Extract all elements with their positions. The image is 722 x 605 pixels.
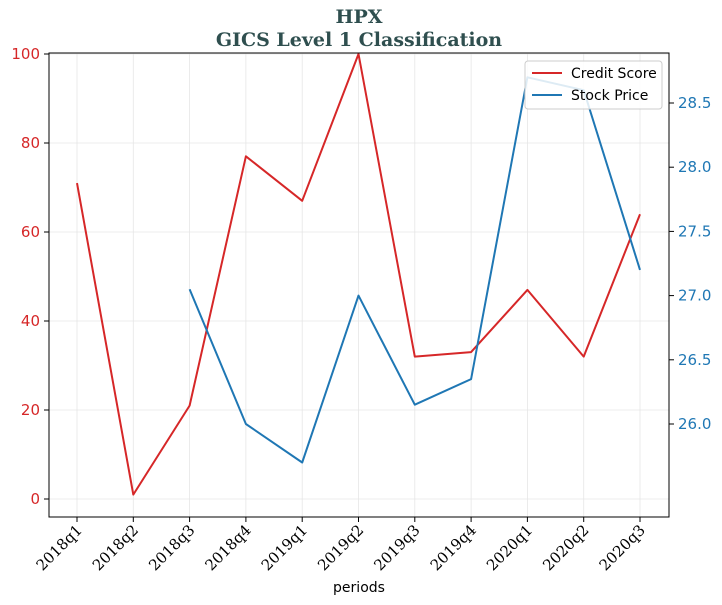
right-axis: 26.0 26.5 27.0 27.5 28.0 28.5: [669, 94, 711, 433]
x-axis: 2018q1 2018q2 2018q3 2018q4 2019q1 2019q2 2019…: [33, 517, 649, 574]
grid: [49, 53, 669, 517]
left-tick-label: 40: [21, 312, 40, 330]
x-tick-label: 2019q3: [370, 521, 423, 574]
legend-credit-score-label: Credit Score: [571, 66, 657, 82]
x-axis-label: periods: [333, 580, 385, 596]
legend-stock-price-label: Stock Price: [571, 88, 648, 104]
right-tick-label: 27.5: [678, 222, 711, 240]
right-tick-label: 28.0: [678, 158, 711, 176]
right-tick-label: 28.5: [678, 94, 711, 112]
plot-frame: [48, 52, 670, 518]
x-tick-label: 2018q2: [89, 521, 142, 574]
right-tick-label: 26.0: [678, 415, 711, 433]
left-tick-label: 20: [21, 401, 40, 419]
right-tick-label: 27.0: [678, 287, 711, 305]
x-tick-label: 2018q4: [201, 521, 254, 574]
x-tick-label: 2020q1: [483, 521, 536, 574]
chart-title-line1: HPX: [336, 6, 383, 28]
left-tick-label: 0: [30, 490, 40, 508]
chart-title-line2: GICS Level 1 Classification: [216, 29, 502, 51]
x-tick-label: 2018q1: [33, 521, 86, 574]
left-tick-label: 80: [21, 134, 40, 152]
legend: Credit Score Stock Price: [524, 60, 663, 110]
left-axis: 0 20 40 60 80 100: [11, 45, 49, 508]
x-tick-label: 2020q3: [596, 521, 649, 574]
x-tick-label: 2019q4: [427, 521, 480, 574]
x-tick-label: 2018q3: [145, 521, 198, 574]
x-tick-label: 2019q1: [258, 521, 311, 574]
right-tick-label: 26.5: [678, 351, 711, 369]
credit-score-line: [76, 53, 641, 496]
x-tick-label: 2020q2: [539, 521, 592, 574]
left-tick-label: 100: [11, 45, 40, 63]
left-tick-label: 60: [21, 223, 40, 241]
x-tick-label: 2019q2: [314, 521, 367, 574]
